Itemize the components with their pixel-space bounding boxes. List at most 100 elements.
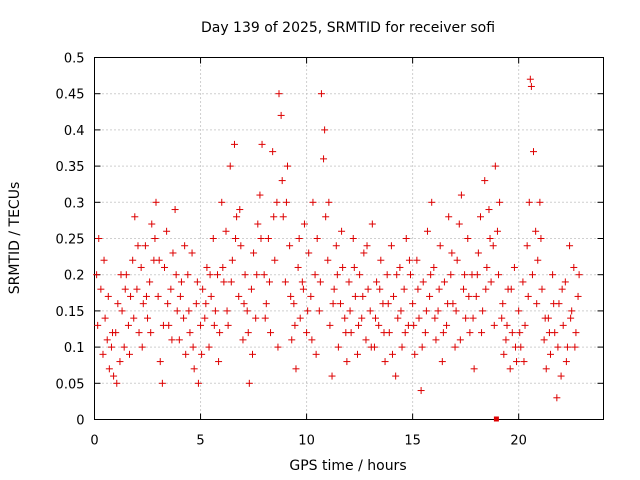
data-point: [466, 329, 474, 337]
data-point: [133, 285, 141, 293]
data-point: [315, 307, 323, 315]
data-point: [94, 321, 102, 329]
data-point: [186, 329, 194, 337]
data-point: [223, 307, 231, 315]
data-point: [277, 111, 285, 119]
data-point: [207, 292, 215, 300]
data-point: [342, 329, 350, 337]
data-point: [253, 271, 261, 279]
data-point: [240, 300, 248, 308]
data-point: [244, 329, 252, 337]
data-point: [409, 300, 417, 308]
data-point: [317, 90, 325, 98]
data-point: [481, 177, 489, 185]
data-point: [364, 285, 372, 293]
data-point: [199, 285, 207, 293]
data-point: [175, 336, 183, 344]
data-point: [193, 278, 201, 286]
data-point: [236, 206, 244, 214]
data-point: [97, 285, 105, 293]
y-tick-label: 0.2: [64, 269, 85, 284]
data-point: [417, 387, 425, 395]
data-point: [168, 336, 176, 344]
data-point: [356, 271, 364, 279]
data-point: [109, 329, 117, 337]
data-point: [451, 343, 459, 351]
data-point: [502, 336, 510, 344]
data-point: [333, 271, 341, 279]
data-point: [376, 285, 384, 293]
data-point: [427, 271, 435, 279]
data-point: [329, 300, 337, 308]
data-point: [309, 198, 317, 206]
data-point: [141, 242, 149, 250]
data-point: [534, 256, 542, 264]
data-point: [121, 285, 129, 293]
data-point: [261, 314, 269, 322]
data-point: [155, 256, 163, 264]
data-point: [422, 307, 430, 315]
data-point: [398, 343, 406, 351]
data-point: [273, 198, 281, 206]
data-point: [291, 321, 299, 329]
data-point: [151, 235, 159, 242]
data-point: [486, 235, 494, 242]
data-point: [452, 307, 460, 315]
data-point: [419, 278, 427, 286]
data-point: [381, 358, 389, 366]
data-point: [545, 329, 553, 337]
data-point: [489, 242, 497, 250]
data-point: [439, 329, 447, 337]
data-point: [295, 235, 303, 242]
data-point: [218, 198, 226, 206]
data-point: [167, 285, 175, 293]
data-point: [252, 314, 260, 322]
data-point: [524, 292, 532, 300]
data-point: [325, 198, 333, 206]
data-point: [410, 321, 418, 329]
data-point: [536, 198, 544, 206]
data-point: [428, 198, 436, 206]
data-point: [405, 256, 413, 264]
data-point: [235, 292, 243, 300]
data-point: [500, 350, 508, 358]
data-point: [453, 256, 461, 264]
data-point: [292, 365, 300, 373]
data-point: [520, 358, 528, 366]
data-point: [490, 321, 498, 329]
data-point: [476, 213, 484, 221]
y-tick-label: 0: [76, 414, 84, 429]
data-point: [537, 235, 545, 242]
data-point: [116, 358, 124, 366]
y-tick-label: 0.35: [56, 160, 85, 175]
data-point: [130, 314, 138, 322]
data-point: [568, 307, 576, 315]
data-point: [320, 155, 328, 163]
data-point: [177, 278, 185, 286]
data-point: [363, 242, 371, 250]
tick-layer: 0 0.05 0.1 0.15 0.2 0.25 0.3 0.35 0.4 0.45 0.5 0 5 10…: [56, 52, 604, 449]
data-point: [496, 198, 504, 206]
data-point: [511, 343, 519, 351]
data-point: [440, 278, 448, 286]
data-point: [561, 278, 569, 286]
data-point: [95, 235, 103, 242]
grid-layer: [94, 57, 604, 420]
y-axis-label: SRMTID / TECUs: [7, 182, 23, 295]
data-point: [550, 300, 558, 308]
data-points: [93, 75, 583, 422]
data-point: [247, 285, 255, 293]
data-point: [230, 140, 238, 148]
data-point: [197, 321, 205, 329]
data-point: [345, 278, 353, 286]
chart-title: Day 139 of 2025, SRMTID for receiver sof…: [201, 20, 495, 36]
data-point: [113, 379, 121, 387]
data-point: [270, 213, 278, 221]
data-point: [176, 292, 184, 300]
data-point: [523, 242, 531, 250]
data-point: [359, 292, 367, 300]
data-point: [265, 278, 273, 286]
data-point: [413, 256, 421, 264]
x-tick-label: 10: [298, 434, 315, 449]
data-point: [209, 235, 217, 242]
